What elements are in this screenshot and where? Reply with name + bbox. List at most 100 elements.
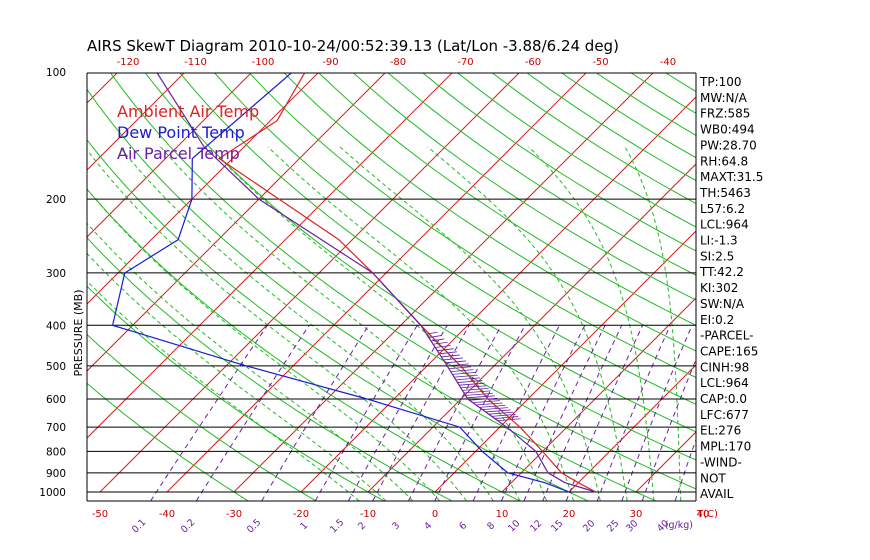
isotherm-line xyxy=(87,73,386,372)
dry-adiabat-line xyxy=(87,382,249,501)
pressure-tick-label: 500 xyxy=(46,361,66,373)
pressure-tick-label: 100 xyxy=(46,67,66,79)
cape-hatch-line xyxy=(472,400,500,404)
cape-hatch-line xyxy=(475,402,503,406)
cape-hatch-line xyxy=(455,377,481,381)
isotherm-line xyxy=(233,73,654,493)
isotherm-line xyxy=(367,163,696,493)
temperature-tick-label: -20 xyxy=(293,509,309,520)
cape-hatch-line xyxy=(443,357,463,361)
dry-adiabat-line xyxy=(283,73,696,352)
isotherm-line xyxy=(87,73,185,171)
series-line-dew-point-temp xyxy=(111,73,570,493)
pressure-tick-label: 700 xyxy=(46,422,66,434)
stability-index-label: EL:276 xyxy=(700,424,741,438)
isotherm-line xyxy=(568,364,696,493)
cape-hatch-line xyxy=(469,397,498,401)
sounding-series xyxy=(111,73,597,493)
cape-hatch-line xyxy=(450,369,474,372)
mixing-ratio-line xyxy=(314,325,418,501)
mixing-ratio-line xyxy=(195,325,310,501)
dry-adiabat-line xyxy=(144,73,696,461)
temperature-tick-label: 10 xyxy=(496,509,509,520)
top-temperature-tick-label: -60 xyxy=(525,57,541,68)
mixing-ratio-line xyxy=(347,325,448,501)
cape-hatch-line xyxy=(466,395,495,399)
cape-hatch-line xyxy=(465,392,493,396)
legend-entry: Dew Point Temp xyxy=(117,123,245,142)
stability-index-label: FRZ:585 xyxy=(700,107,750,121)
mixing-ratio-unit-label: (g/kg) xyxy=(665,520,693,531)
isotherm-line xyxy=(87,73,453,439)
cape-hatch-line xyxy=(441,354,460,358)
pressure-tick-label: 800 xyxy=(46,446,66,458)
top-temperature-tick-label: -120 xyxy=(117,57,140,68)
cape-hatch-line xyxy=(426,331,438,335)
cape-hatch-line xyxy=(430,338,445,342)
stability-index-label: KI:302 xyxy=(700,281,738,295)
stability-index-label: PW:28.70 xyxy=(700,138,757,152)
top-temperature-tick-label: -110 xyxy=(184,57,207,68)
temperature-tick-label: 0 xyxy=(432,509,438,520)
cape-hatch-line xyxy=(452,372,476,375)
temperature-tick-label: -10 xyxy=(360,509,376,520)
stability-index-label: NOT xyxy=(700,471,726,485)
dry-adiabat-line xyxy=(110,73,696,490)
dry-adiabat-line xyxy=(87,333,317,501)
mixing-ratio-line xyxy=(372,325,470,501)
stability-index-label: -PARCEL- xyxy=(700,329,754,343)
cape-hatch-line xyxy=(454,374,478,378)
top-temperature-tick-label: -90 xyxy=(322,57,338,68)
stability-index-label: L57:6.2 xyxy=(700,202,745,216)
stability-index-label: LCL:964 xyxy=(700,218,749,232)
temperature-tick-label: -30 xyxy=(226,509,242,520)
mixing-ratio-line xyxy=(523,325,606,501)
mixing-ratio-line xyxy=(472,325,560,501)
dry-adiabat-line xyxy=(387,73,696,276)
y-axis-label: PRESSURE (MB) xyxy=(72,290,85,377)
stability-index-label: LI:-1.3 xyxy=(700,234,738,248)
dry-adiabat-line xyxy=(422,73,696,252)
dry-adiabat-line xyxy=(214,73,696,405)
pressure-tick-label: 400 xyxy=(46,320,66,332)
cape-hatch-line xyxy=(497,418,521,422)
temperature-tick-label: 40 xyxy=(697,509,710,520)
mixing-ratio-line xyxy=(621,325,693,501)
legend: Ambient Air Temp Dew Point Temp Air Parcel… xyxy=(117,102,259,163)
stability-index-label: MPL:170 xyxy=(700,440,751,454)
dry-adiabat-line xyxy=(87,285,385,501)
legend-entry: Air Parcel Temp xyxy=(117,144,240,163)
isotherm-line xyxy=(87,73,319,305)
cape-hatch-line xyxy=(460,385,487,389)
stability-index-label: WB0:494 xyxy=(700,123,755,137)
dry-adiabat-line xyxy=(179,73,696,433)
mixing-ratio-line xyxy=(501,325,586,501)
temperature-unit-label: T(C) xyxy=(696,509,718,520)
mixing-ratio-line xyxy=(434,325,526,501)
series-line-air-parcel-temp xyxy=(156,73,596,493)
dry-adiabat-line xyxy=(318,73,696,326)
stability-index-label: -WIND- xyxy=(700,455,742,469)
stability-index-label: TP:100 xyxy=(699,75,742,89)
mixing-ratio-line xyxy=(596,325,671,501)
cape-hatch-line xyxy=(482,407,509,411)
mixing-ratio-line xyxy=(565,325,644,501)
pressure-tick-label: 600 xyxy=(46,394,66,406)
pressure-tick-label: 200 xyxy=(46,194,66,206)
top-temperature-tick-label: -70 xyxy=(457,57,473,68)
mixing-ratio-line xyxy=(408,325,502,501)
cape-hatch-line xyxy=(479,404,506,408)
temperature-tick-label: -50 xyxy=(92,509,108,520)
cape-hatch-line xyxy=(439,351,457,355)
pressure-tick-label: 900 xyxy=(46,468,66,480)
mixing-ratio-line xyxy=(542,325,623,501)
mixing-ratio-line xyxy=(674,438,696,501)
cape-hatch-line xyxy=(488,411,514,415)
plot-frame xyxy=(86,72,697,502)
dry-adiabat-line xyxy=(249,73,696,378)
cape-hatch-line xyxy=(457,380,483,383)
isotherm-line xyxy=(501,297,696,493)
cape-hatch-line xyxy=(448,366,472,370)
